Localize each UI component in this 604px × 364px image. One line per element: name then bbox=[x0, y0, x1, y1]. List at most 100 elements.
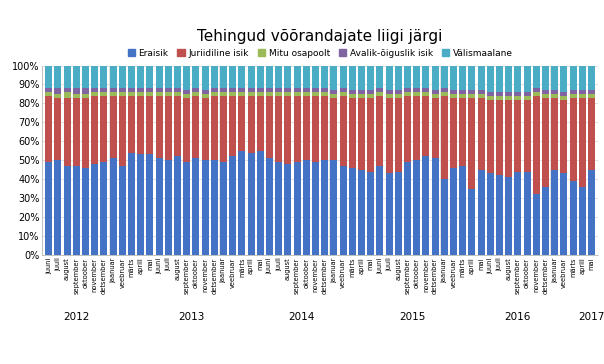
Bar bbox=[441, 88, 448, 92]
Bar bbox=[239, 96, 245, 151]
Bar bbox=[220, 66, 227, 88]
Bar bbox=[542, 98, 549, 187]
Bar bbox=[119, 88, 126, 92]
Bar bbox=[193, 158, 199, 255]
Bar bbox=[515, 92, 521, 96]
Bar bbox=[211, 160, 218, 255]
Bar bbox=[303, 96, 310, 160]
Bar bbox=[119, 66, 126, 88]
Bar bbox=[579, 187, 586, 255]
Bar bbox=[82, 88, 89, 94]
Bar bbox=[165, 92, 172, 96]
Bar bbox=[570, 94, 577, 98]
Bar bbox=[183, 162, 190, 255]
Bar bbox=[561, 96, 567, 100]
Bar bbox=[239, 88, 245, 92]
Bar bbox=[100, 92, 108, 96]
Bar bbox=[469, 94, 475, 98]
Bar bbox=[230, 157, 236, 255]
Bar bbox=[469, 66, 475, 90]
Bar bbox=[248, 66, 254, 88]
Bar bbox=[183, 66, 190, 90]
Bar bbox=[45, 162, 52, 255]
Bar bbox=[487, 66, 494, 92]
Text: 2014: 2014 bbox=[289, 312, 315, 321]
Bar bbox=[174, 66, 181, 88]
Bar bbox=[110, 158, 117, 255]
Bar bbox=[294, 88, 301, 92]
Bar bbox=[257, 92, 264, 96]
Bar bbox=[542, 94, 549, 98]
Bar bbox=[579, 98, 586, 187]
Bar bbox=[119, 166, 126, 255]
Bar bbox=[284, 164, 291, 255]
Bar bbox=[266, 96, 273, 158]
Bar bbox=[422, 66, 429, 88]
Bar bbox=[376, 88, 384, 92]
Bar bbox=[146, 66, 153, 88]
Bar bbox=[533, 88, 540, 92]
Bar bbox=[478, 98, 484, 170]
Bar bbox=[524, 66, 530, 92]
Bar bbox=[54, 94, 62, 98]
Bar bbox=[257, 151, 264, 255]
Bar bbox=[579, 66, 586, 90]
Bar bbox=[312, 96, 319, 162]
Bar bbox=[358, 170, 365, 255]
Bar bbox=[533, 194, 540, 255]
Bar bbox=[266, 92, 273, 96]
Bar bbox=[137, 66, 144, 88]
Bar bbox=[73, 94, 80, 98]
Bar bbox=[45, 88, 52, 92]
Bar bbox=[73, 88, 80, 94]
Bar bbox=[459, 166, 466, 255]
Bar bbox=[73, 166, 80, 255]
Bar bbox=[45, 92, 52, 96]
Bar bbox=[339, 166, 347, 255]
Bar bbox=[321, 66, 328, 88]
Bar bbox=[367, 90, 374, 94]
Bar bbox=[54, 160, 62, 255]
Bar bbox=[119, 96, 126, 166]
Bar bbox=[450, 66, 457, 90]
Bar bbox=[257, 96, 264, 151]
Bar bbox=[432, 94, 439, 98]
Bar bbox=[570, 66, 577, 90]
Bar bbox=[211, 66, 218, 88]
Bar bbox=[395, 98, 402, 171]
Bar bbox=[100, 162, 108, 255]
Bar bbox=[506, 100, 512, 177]
Bar bbox=[469, 98, 475, 189]
Bar bbox=[432, 98, 439, 158]
Bar bbox=[349, 98, 356, 168]
Title: Tehingud võõrandajate liigi järgi: Tehingud võõrandajate liigi järgi bbox=[198, 28, 443, 44]
Bar bbox=[82, 94, 89, 98]
Bar bbox=[515, 66, 521, 92]
Bar bbox=[230, 96, 236, 157]
Bar bbox=[303, 88, 310, 92]
Bar bbox=[63, 66, 71, 88]
Bar bbox=[73, 66, 80, 88]
Bar bbox=[91, 96, 98, 164]
Text: 2012: 2012 bbox=[63, 312, 89, 321]
Bar bbox=[156, 66, 162, 88]
Bar bbox=[248, 96, 254, 153]
Text: 2015: 2015 bbox=[399, 312, 425, 321]
Bar bbox=[303, 66, 310, 88]
Bar bbox=[422, 157, 429, 255]
Bar bbox=[275, 92, 282, 96]
Bar bbox=[183, 98, 190, 162]
Bar bbox=[239, 151, 245, 255]
Bar bbox=[450, 90, 457, 94]
Bar bbox=[349, 94, 356, 98]
Bar bbox=[312, 92, 319, 96]
Legend: Eraisik, Juriidiline isik, Mitu osapoolt, Avalik-õiguslik isik, Välismaalane: Eraisik, Juriidiline isik, Mitu osapoolt… bbox=[124, 46, 516, 62]
Bar bbox=[339, 88, 347, 92]
Bar bbox=[82, 66, 89, 88]
Bar bbox=[54, 98, 62, 160]
Bar bbox=[561, 92, 567, 96]
Bar bbox=[404, 88, 411, 92]
Bar bbox=[266, 66, 273, 88]
Bar bbox=[239, 92, 245, 96]
Bar bbox=[202, 160, 208, 255]
